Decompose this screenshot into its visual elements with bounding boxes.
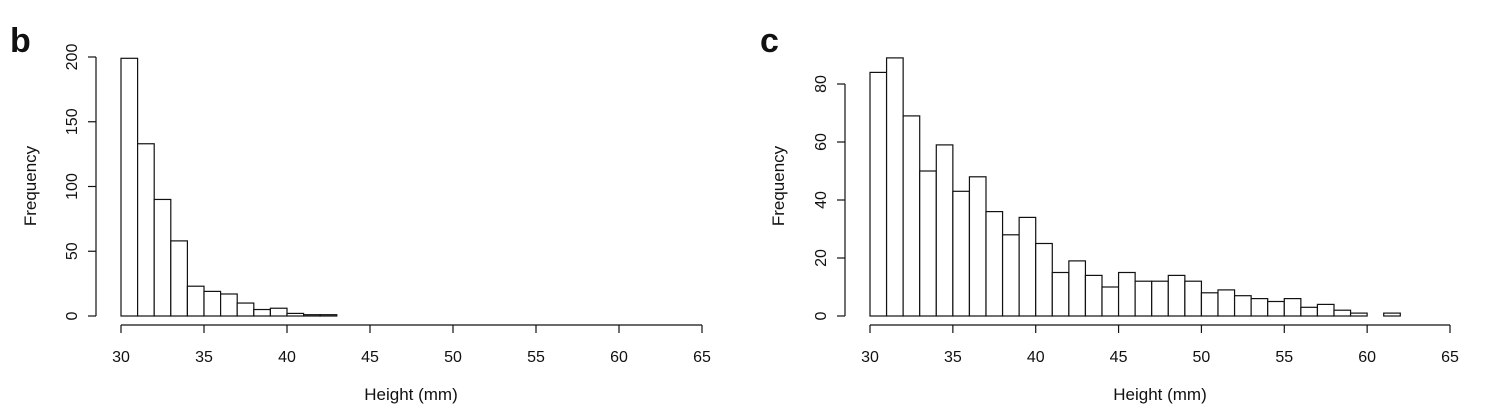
histogram-bar-b-9 bbox=[269, 307, 288, 317]
x-tick-label-c-4: 50 bbox=[1193, 349, 1211, 366]
x-tick-label-c-0: 30 bbox=[861, 349, 879, 366]
x-tick-label-b-0: 30 bbox=[112, 349, 130, 366]
x-tick-label-b-5: 55 bbox=[527, 349, 545, 366]
x-axis-label-c: Height (mm) bbox=[1113, 385, 1207, 404]
x-tick-label-b-6: 60 bbox=[610, 349, 628, 366]
x-tick-label-b-7: 65 bbox=[693, 349, 711, 366]
y-tick-label-b-2: 100 bbox=[64, 173, 81, 200]
histogram-bar-b-2 bbox=[153, 198, 172, 317]
histogram-bar-c-11 bbox=[1051, 271, 1070, 317]
panel-letter-c: c bbox=[760, 22, 779, 60]
x-tick-label-b-3: 45 bbox=[361, 349, 379, 366]
histogram-bar-b-11 bbox=[303, 314, 321, 317]
histogram-bar-c-4 bbox=[935, 144, 954, 317]
histogram-bar-c-29 bbox=[1349, 312, 1368, 317]
x-ticks-c: 30 35 40 45 50 55 60 65 bbox=[861, 325, 1459, 366]
y-tick-label-b-4: 200 bbox=[64, 44, 81, 71]
histogram-bar-c-2 bbox=[902, 115, 921, 317]
histogram-bar-c-21 bbox=[1217, 289, 1236, 317]
histogram-bar-b-4 bbox=[186, 285, 205, 317]
histogram-bar-c-1 bbox=[885, 57, 904, 317]
histogram-bar-c-23 bbox=[1250, 298, 1269, 317]
x-tick-label-c-7: 65 bbox=[1441, 349, 1459, 366]
histogram-bar-c-7 bbox=[985, 211, 1004, 317]
y-tick-label-c-0: 0 bbox=[813, 311, 830, 320]
x-tick-label-b-2: 40 bbox=[278, 349, 296, 366]
histogram-bar-c-12 bbox=[1068, 260, 1087, 317]
histogram-panel-c: c 0 20 40 60 80 30 35 40 45 50 55 60 65 Frequency H… bbox=[760, 22, 1459, 404]
y-tick-label-c-1: 20 bbox=[813, 249, 830, 267]
histogram-bar-b-8 bbox=[253, 308, 272, 317]
x-tick-label-b-1: 35 bbox=[195, 349, 213, 366]
histogram-bar-b-12 bbox=[319, 314, 338, 317]
x-axis-label-b: Height (mm) bbox=[364, 385, 458, 404]
histogram-bar-c-13 bbox=[1084, 274, 1103, 317]
x-ticks-b: 30 35 40 45 50 55 60 65 bbox=[112, 325, 711, 366]
y-tick-label-b-3: 150 bbox=[64, 108, 81, 135]
histogram-bar-c-24 bbox=[1267, 300, 1285, 317]
histogram-bar-c-10 bbox=[1035, 242, 1053, 317]
histogram-bar-c-28 bbox=[1333, 309, 1352, 317]
histogram-bar-b-7 bbox=[236, 302, 255, 317]
histogram-bar-c-6 bbox=[968, 176, 987, 317]
histogram-bar-c-16 bbox=[1134, 280, 1153, 317]
y-axis-label-c: Frequency bbox=[769, 145, 788, 226]
histogram-bar-b-10 bbox=[286, 312, 305, 317]
histogram-bar-b-1 bbox=[137, 143, 155, 317]
y-tick-label-c-4: 80 bbox=[813, 75, 830, 93]
histogram-bar-c-14 bbox=[1101, 286, 1120, 317]
x-tick-label-c-5: 55 bbox=[1275, 349, 1293, 366]
histogram-bar-c-9 bbox=[1018, 216, 1037, 317]
y-tick-label-c-3: 60 bbox=[813, 133, 830, 151]
x-tick-label-c-6: 60 bbox=[1358, 349, 1376, 366]
histogram-panel-b: b 0 50 100 150 200 30 35 40 45 50 55 60 65 Frequenc… bbox=[10, 22, 711, 404]
histogram-bar-c-19 bbox=[1184, 280, 1203, 317]
y-tick-label-c-2: 40 bbox=[813, 191, 830, 209]
y-axis-label-b: Frequency bbox=[21, 145, 40, 226]
y-tick-label-b-0: 0 bbox=[64, 311, 81, 320]
histogram-bar-c-31 bbox=[1383, 312, 1401, 317]
histogram-bar-c-15 bbox=[1117, 271, 1136, 317]
histogram-bar-c-18 bbox=[1167, 274, 1186, 317]
x-tick-label-c-3: 45 bbox=[1110, 349, 1128, 366]
x-tick-label-c-2: 40 bbox=[1027, 349, 1045, 366]
histogram-bar-c-26 bbox=[1300, 306, 1319, 317]
histogram-bar-b-5 bbox=[203, 290, 222, 317]
histogram-bar-c-17 bbox=[1151, 280, 1169, 317]
histogram-bar-c-3 bbox=[919, 170, 937, 317]
histogram-bar-c-0 bbox=[869, 71, 888, 317]
x-tick-label-b-4: 50 bbox=[444, 349, 462, 366]
y-ticks-b: 0 50 100 150 200 bbox=[64, 44, 96, 320]
x-tick-label-c-1: 35 bbox=[944, 349, 962, 366]
panel-letter-b: b bbox=[10, 22, 31, 60]
y-ticks-c: 0 20 40 60 80 bbox=[813, 75, 845, 320]
histogram-bar-c-27 bbox=[1316, 303, 1335, 317]
bars-b bbox=[120, 57, 338, 317]
histogram-bar-c-20 bbox=[1200, 292, 1219, 317]
histogram-bar-c-25 bbox=[1283, 298, 1302, 317]
histogram-bar-b-0 bbox=[120, 57, 139, 317]
histogram-bar-c-8 bbox=[1001, 234, 1020, 317]
histogram-bar-c-22 bbox=[1233, 295, 1252, 317]
histogram-bar-b-3 bbox=[170, 240, 189, 317]
bars-c bbox=[869, 57, 1401, 317]
histogram-bar-c-5 bbox=[952, 190, 971, 317]
y-tick-label-b-1: 50 bbox=[64, 242, 81, 260]
histogram-bar-b-6 bbox=[220, 293, 238, 317]
